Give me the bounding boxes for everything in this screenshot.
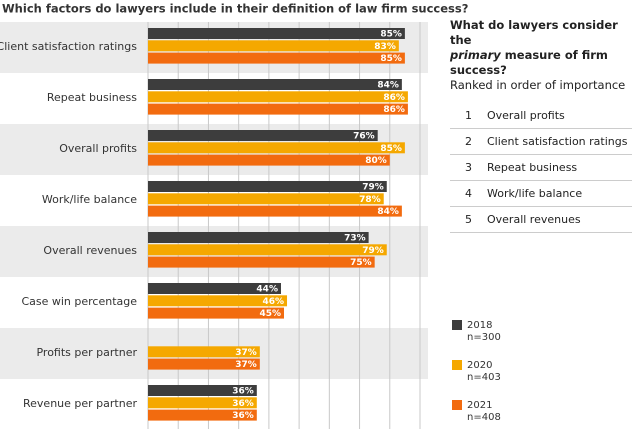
category-label: Work/life balance: [42, 193, 137, 206]
ranking-row: 1 Overall profits: [450, 103, 632, 129]
ranking-label: Work/life balance: [487, 187, 583, 200]
value-label: 86%: [383, 105, 405, 115]
value-label: 79%: [362, 183, 384, 193]
bar: [148, 142, 405, 154]
bar: [148, 307, 284, 319]
bar: [148, 232, 369, 243]
value-label: 84%: [377, 207, 399, 217]
bar: [148, 385, 257, 396]
bar: [148, 52, 405, 64]
value-label: 36%: [232, 387, 254, 397]
bar: [148, 397, 257, 409]
value-label: 85%: [380, 54, 402, 64]
legend-swatch: [452, 320, 462, 330]
ranking-subheading: Ranked in order of importance: [450, 78, 626, 92]
value-label: 44%: [256, 285, 278, 295]
legend-label: 2021: [467, 400, 492, 411]
ranking-row: 5 Overall revenues: [450, 207, 632, 233]
heading-text: measure of firm success?: [450, 48, 608, 77]
value-label: 78%: [359, 195, 381, 205]
legend-sample: n=403: [467, 372, 501, 383]
value-label: 83%: [374, 42, 396, 52]
category-label: Client satisfaction ratings: [0, 40, 137, 53]
category-label: Overall profits: [59, 142, 137, 155]
legend-sample: n=300: [467, 332, 501, 343]
legend-label: 2018: [467, 320, 492, 331]
value-label: 37%: [235, 360, 257, 370]
value-label: 36%: [232, 399, 254, 409]
legend-label: 2020: [467, 360, 492, 371]
ranking-label: Client satisfaction ratings: [487, 135, 628, 148]
bar: [148, 244, 387, 256]
ranking-heading: What do lawyers consider the primary meas…: [450, 18, 632, 78]
category-label: Profits per partner: [36, 346, 137, 359]
category-label: Revenue per partner: [23, 397, 137, 410]
ranking-rank: 5: [465, 213, 472, 226]
category-label: Case win percentage: [21, 295, 137, 308]
ranking-label: Overall revenues: [487, 213, 581, 226]
ranking-rank: 3: [465, 161, 472, 174]
bar: [148, 205, 402, 217]
ranking-rank: 4: [465, 187, 472, 200]
ranking-rank: 2: [465, 135, 472, 148]
ranking-row: 3 Repeat business: [450, 155, 632, 181]
value-label: 46%: [262, 297, 284, 307]
ranking-row: 2 Client satisfaction ratings: [450, 129, 632, 155]
bar: [148, 181, 387, 192]
value-label: 75%: [350, 258, 372, 268]
heading-text: What do lawyers consider the: [450, 18, 618, 47]
legend-swatch: [452, 400, 462, 410]
value-label: 73%: [344, 234, 366, 244]
legend-sample: n=408: [467, 412, 501, 423]
ranking-panel: What do lawyers consider the primary meas…: [450, 18, 632, 233]
heading-emphasis: primary: [450, 48, 501, 62]
bar: [148, 295, 288, 307]
ranking-row: 4 Work/life balance: [450, 181, 632, 207]
value-label: 37%: [235, 348, 257, 358]
value-label: 76%: [353, 132, 375, 142]
bar: [148, 40, 399, 52]
bar: [148, 346, 260, 358]
bar: [148, 91, 408, 103]
bar: [148, 28, 405, 39]
ranking-rank: 1: [465, 109, 472, 122]
category-label: Overall revenues: [43, 244, 137, 257]
value-label: 85%: [380, 144, 402, 154]
bar: [148, 103, 408, 115]
value-label: 86%: [383, 93, 405, 103]
ranking-list: 1 Overall profits 2 Client satisfaction rat…: [450, 103, 632, 233]
bar: [148, 154, 390, 166]
ranking-label: Repeat business: [487, 161, 578, 174]
bar: [148, 79, 402, 90]
ranking-label: Overall profits: [487, 109, 565, 122]
value-label: 45%: [259, 309, 281, 319]
bar: [148, 283, 281, 294]
value-label: 84%: [377, 81, 399, 91]
value-label: 79%: [362, 246, 384, 256]
value-label: 80%: [365, 156, 387, 166]
bar: [148, 358, 260, 370]
bar: [148, 193, 384, 205]
bar: [148, 130, 378, 141]
legend-swatch: [452, 360, 462, 370]
bar: [148, 409, 257, 421]
value-label: 36%: [232, 411, 254, 421]
bar: [148, 256, 375, 268]
category-label: Repeat business: [47, 91, 137, 104]
chart-title: Which factors do lawyers include in thei…: [2, 2, 468, 16]
value-label: 85%: [380, 30, 402, 40]
